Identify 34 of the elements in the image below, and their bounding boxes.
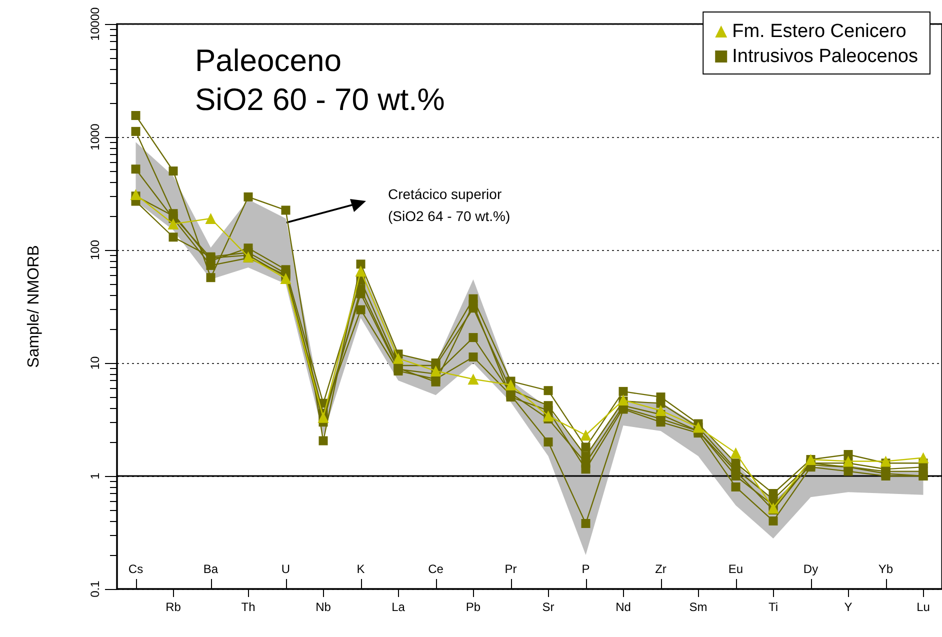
y-tick-label: 1 bbox=[88, 472, 102, 480]
x-tick-label: Pr bbox=[504, 562, 517, 576]
y-tick-label: 0.1 bbox=[88, 580, 102, 598]
x-tick-label: Pb bbox=[466, 600, 481, 614]
x-tick-label: Lu bbox=[916, 600, 930, 614]
x-tick-label: Eu bbox=[728, 562, 744, 576]
x-tick-label: Ti bbox=[768, 600, 778, 614]
x-tick-label: Th bbox=[241, 600, 256, 614]
text: SiO2 60 - 70 wt.% bbox=[195, 82, 445, 117]
x-tick-label: U bbox=[281, 562, 290, 576]
x-tick-label: Ce bbox=[428, 562, 444, 576]
x-tick-label: Y bbox=[844, 600, 852, 614]
x-tick-label: Ba bbox=[203, 562, 218, 576]
y-tick-label: 10000 bbox=[88, 6, 102, 41]
x-tick-label: La bbox=[392, 600, 406, 614]
x-tick-label: Yb bbox=[878, 562, 894, 576]
y-axis-title: Sample/ NMORB bbox=[26, 245, 42, 368]
legend-label: Fm. Estero Cenicero bbox=[732, 21, 906, 42]
text: Paleoceno bbox=[195, 43, 342, 78]
x-tick-label: Rb bbox=[166, 600, 182, 614]
legend-label: Intrusivos Paleocenos bbox=[732, 46, 918, 67]
x-tick-label: P bbox=[582, 562, 590, 576]
x-tick-label: Nd bbox=[616, 600, 631, 614]
x-tick-label: Sr bbox=[542, 600, 554, 614]
x-tick-label: Dy bbox=[803, 562, 818, 576]
y-tick-label: 10 bbox=[88, 356, 102, 370]
x-tick-label: Zr bbox=[655, 562, 666, 576]
x-tick-label: Sm bbox=[689, 600, 708, 614]
x-tick-label: K bbox=[356, 562, 365, 576]
annotation: Cretácico superior (SiO2 64 - 70 wt.%) bbox=[388, 186, 510, 224]
x-tick-label: Nb bbox=[316, 600, 332, 614]
x-tick-label: Cs bbox=[128, 562, 144, 576]
y-tick-label: 1000 bbox=[88, 123, 102, 150]
y-tick-label: 100 bbox=[88, 240, 102, 260]
